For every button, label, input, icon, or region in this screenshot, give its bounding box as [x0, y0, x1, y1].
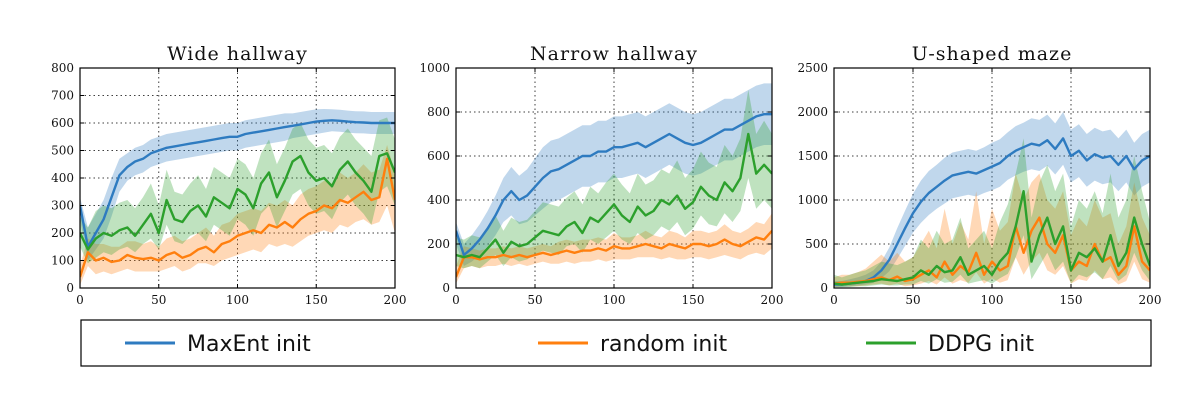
confidence-band-maxent-init	[80, 109, 395, 261]
y-tick-label: 2500	[797, 61, 828, 75]
chart-panel-wide-hallway: 0 50 100 150 200 0 100 200 300 400 500 600 700 800 Wid…	[51, 43, 406, 307]
x-tick-label: 50	[905, 293, 920, 307]
y-tick-label: 500	[51, 144, 74, 158]
series-group	[834, 112, 1150, 288]
x-tick-label: 50	[527, 293, 542, 307]
y-tick-label: 200	[427, 237, 450, 251]
legend: MaxEnt init random init DDPG init	[80, 319, 1152, 367]
x-tick-label: 100	[226, 293, 249, 307]
y-tick-label: 800	[51, 61, 74, 75]
series-line-ddpg-init	[834, 189, 1150, 286]
series-group	[456, 83, 772, 284]
y-tick-label: 300	[51, 199, 74, 213]
y-tick-label: 1500	[797, 149, 828, 163]
legend-entry-random-init: random init	[538, 332, 727, 357]
y-tick-label: 1000	[419, 61, 450, 75]
x-tick-label: 200	[1139, 293, 1162, 307]
legend-entry-maxent-init: MaxEnt init	[125, 332, 311, 357]
series-line-maxent-init	[80, 119, 395, 249]
chart-panel-narrow-hallway: 0 50 100 150 200 0 200 400 600 800 1000 Narrow hall…	[419, 43, 783, 307]
confidence-band-random-init	[834, 173, 1150, 288]
y-tick-label: 600	[51, 116, 74, 130]
y-tick-label: 600	[427, 149, 450, 163]
y-tick-label: 400	[427, 193, 450, 207]
x-tick-label: 200	[761, 293, 784, 307]
legend-label: DDPG init	[928, 332, 1034, 357]
series-group	[80, 109, 395, 286]
chart-title: Wide hallway	[167, 43, 308, 65]
x-tick-label: 150	[682, 293, 705, 307]
confidence-band-ddpg-init	[834, 138, 1150, 288]
x-tick-label: 50	[151, 293, 166, 307]
y-tick-label: 800	[427, 105, 450, 119]
legend-label: MaxEnt init	[187, 332, 311, 357]
legend-entry-ddpg-init: DDPG init	[866, 332, 1034, 357]
y-tick-label: 1000	[797, 193, 828, 207]
legend-box	[80, 319, 1152, 367]
y-tick-label: 0	[442, 281, 450, 295]
chart-title: U-shaped maze	[912, 43, 1073, 65]
series-line-random-init	[456, 229, 772, 278]
series-line-maxent-init	[456, 112, 772, 257]
confidence-band-maxent-init	[456, 83, 772, 267]
y-tick-label: 100	[51, 254, 74, 268]
x-tick-label: 100	[603, 293, 626, 307]
y-tick-label: 700	[51, 89, 74, 103]
y-tick-label: 0	[66, 281, 74, 295]
series-line-ddpg-init	[80, 152, 395, 251]
chart-title: Narrow hallway	[530, 43, 698, 65]
legend-label: random init	[600, 332, 727, 357]
confidence-band-random-init	[80, 145, 395, 286]
x-tick-label: 150	[305, 293, 328, 307]
y-tick-label: 0	[820, 281, 828, 295]
series-line-random-init	[80, 157, 395, 278]
x-tick-label: 0	[76, 293, 84, 307]
chart-panels: 0 50 100 150 2000100200300400500600700800Wid…	[51, 43, 1161, 307]
y-tick-label: 400	[51, 171, 74, 185]
y-tick-label: 2000	[797, 105, 828, 119]
series-line-maxent-init	[834, 137, 1150, 286]
y-tick-label: 200	[51, 226, 74, 240]
confidence-band-ddpg-init	[456, 90, 772, 269]
x-tick-label: 150	[1060, 293, 1083, 307]
y-tick-label: 500	[805, 237, 828, 251]
series-line-ddpg-init	[456, 132, 772, 259]
x-tick-label: 0	[830, 293, 838, 307]
chart-panel-u-shaped-maze: 0 50 100 150 20005001000150020002500U-shaped…	[797, 43, 1161, 307]
confidence-band-random-init	[456, 213, 772, 284]
x-tick-label: 100	[981, 293, 1004, 307]
x-tick-label: 0	[452, 293, 460, 307]
x-tick-label: 200	[384, 293, 407, 307]
